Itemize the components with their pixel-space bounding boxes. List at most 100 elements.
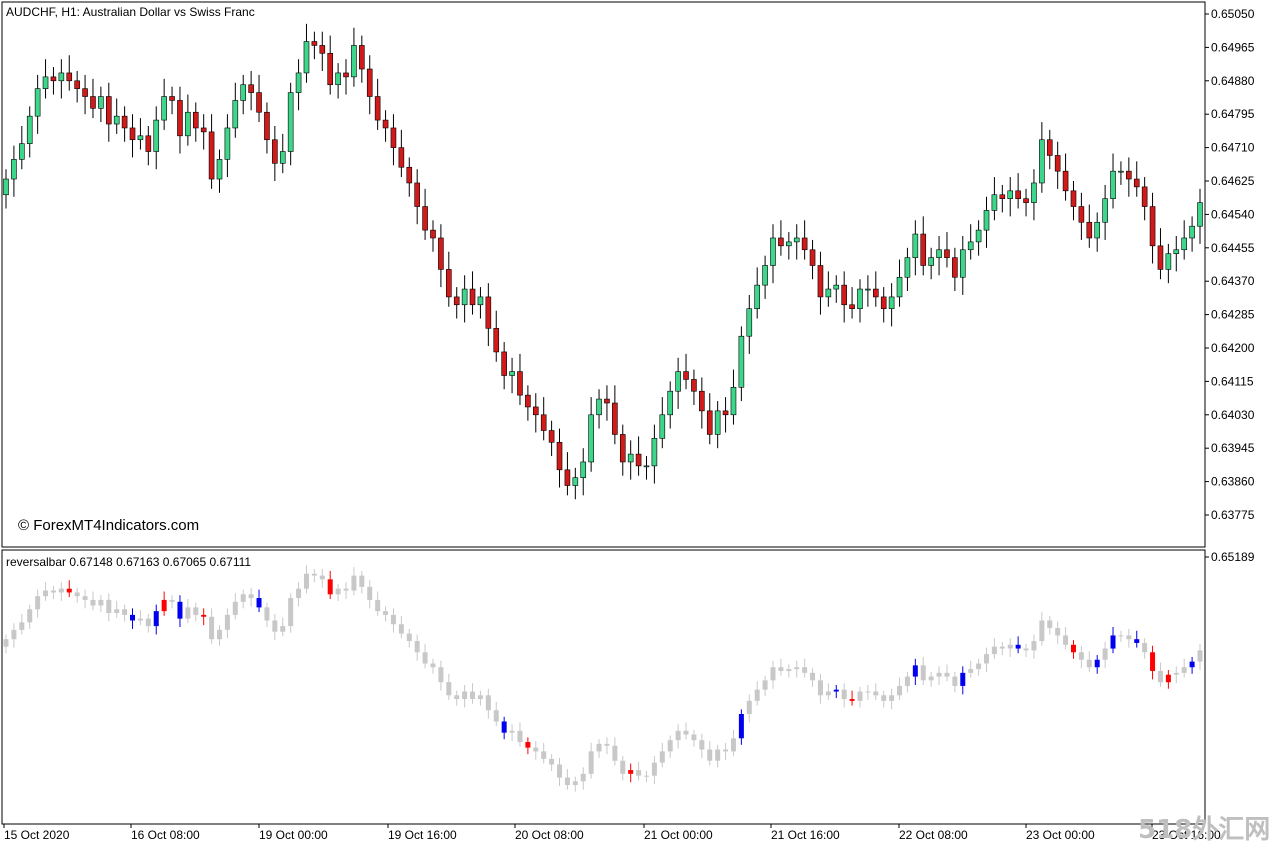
- candle-body: [153, 119, 160, 152]
- candle-body: [564, 469, 571, 486]
- candle-body: [1165, 253, 1172, 270]
- candle-body: [343, 72, 349, 78]
- indicator-bar: [817, 680, 823, 696]
- candle-body: [612, 402, 618, 435]
- indicator-bar: [1031, 641, 1037, 651]
- main-panel-frame: [1, 1, 1206, 548]
- indicator-bar: [477, 695, 483, 700]
- time-label: 21 Oct 00:00: [644, 828, 713, 842]
- candle-body: [1070, 190, 1077, 207]
- indicator-bar: [106, 599, 112, 614]
- indicator-bar: [1134, 639, 1140, 643]
- candle-body: [169, 96, 175, 101]
- candle-body: [762, 265, 768, 286]
- indicator-bar: [794, 667, 800, 670]
- time-label: 22 Oct 08:00: [899, 828, 968, 842]
- candle-body: [604, 398, 610, 404]
- candle-body: [50, 76, 57, 82]
- indicator-bar: [161, 599, 167, 612]
- candle-body: [873, 288, 879, 298]
- candle-body: [1133, 178, 1140, 188]
- candle-body: [1078, 206, 1085, 223]
- indicator-bar: [572, 781, 578, 786]
- candle-body: [793, 237, 800, 243]
- indicator-bar: [960, 672, 966, 686]
- candle-body: [461, 288, 468, 306]
- indicator-bar: [580, 773, 586, 782]
- corner-logo: 518外汇网: [1138, 815, 1270, 845]
- indicator-bar: [730, 738, 736, 752]
- indicator-bar: [936, 672, 942, 677]
- candle-body: [248, 84, 254, 93]
- indicator-bar: [343, 588, 349, 591]
- candle-body: [738, 335, 745, 388]
- candle-body: [390, 127, 397, 148]
- price-label: 0.63860: [1211, 475, 1255, 489]
- indicator-bar: [296, 588, 302, 599]
- main-candles: [3, 23, 1203, 500]
- candle-body: [699, 390, 705, 412]
- indicator-bar: [11, 629, 17, 640]
- candle-body: [754, 284, 760, 310]
- candle-body: [469, 288, 476, 306]
- indicator-bar: [1189, 661, 1195, 668]
- indicator-bar: [288, 598, 294, 627]
- candle-body: [1031, 182, 1037, 203]
- indicator-bar: [3, 639, 9, 647]
- indicator-bar: [1094, 659, 1100, 668]
- indicator-bar: [485, 695, 491, 711]
- candle-body: [1157, 245, 1164, 270]
- candle-body: [532, 406, 539, 416]
- price-label: 0.64795: [1211, 107, 1255, 121]
- indicator-bar: [754, 689, 760, 701]
- time-label: 23 Oct 00:00: [1026, 828, 1095, 842]
- candle-body: [1181, 237, 1187, 251]
- candle-body: [42, 76, 49, 89]
- candle-body: [1054, 155, 1061, 172]
- candle-body: [3, 178, 9, 196]
- indicator-header: reversalbar 0.67148 0.67163 0.67065 0.67…: [6, 555, 251, 569]
- candle-body: [580, 461, 587, 478]
- candle-body: [1015, 190, 1021, 199]
- candle-body: [446, 269, 452, 298]
- candle-body: [849, 304, 855, 310]
- indicator-bar: [280, 626, 286, 632]
- indicator-bar: [272, 620, 278, 632]
- candle-body: [667, 390, 674, 416]
- candle-body: [208, 131, 215, 180]
- indicator-bar: [303, 573, 309, 589]
- indicator-bar: [691, 734, 697, 741]
- time-label: 19 Oct 00:00: [259, 828, 328, 842]
- candle-body: [11, 159, 17, 180]
- candle-body: [888, 296, 895, 310]
- candle-body: [19, 143, 25, 160]
- indicator-bar: [786, 669, 792, 671]
- candle-body: [588, 414, 594, 463]
- indicator-bar: [683, 730, 689, 735]
- indicator-bar: [185, 607, 191, 619]
- indicator-bar: [414, 641, 420, 653]
- candle-body: [619, 434, 626, 463]
- indicator-bar: [651, 762, 657, 776]
- indicator-bar: [27, 609, 33, 623]
- candle-body: [34, 88, 41, 117]
- time-label: 21 Oct 16:00: [771, 828, 840, 842]
- indicator-bar: [944, 672, 950, 677]
- candle-body: [896, 276, 903, 298]
- indicator-bar: [66, 588, 72, 593]
- indicator-bar: [912, 665, 918, 677]
- price-label: 0.64370: [1211, 274, 1255, 288]
- watermark: © ForexMT4Indicators.com: [18, 517, 199, 534]
- candle-body: [335, 72, 341, 86]
- indicator-bar: [58, 588, 64, 593]
- indicator-bar: [311, 573, 317, 576]
- candle-body: [651, 438, 658, 467]
- candle-body: [825, 288, 832, 298]
- indicator-bar: [738, 713, 744, 739]
- candle-body: [319, 45, 326, 54]
- candle-body: [833, 284, 840, 290]
- indicator-bar: [82, 596, 88, 600]
- indicator-bar: [240, 594, 246, 602]
- indicator-bar: [770, 667, 776, 681]
- indicator-bar: [335, 588, 341, 595]
